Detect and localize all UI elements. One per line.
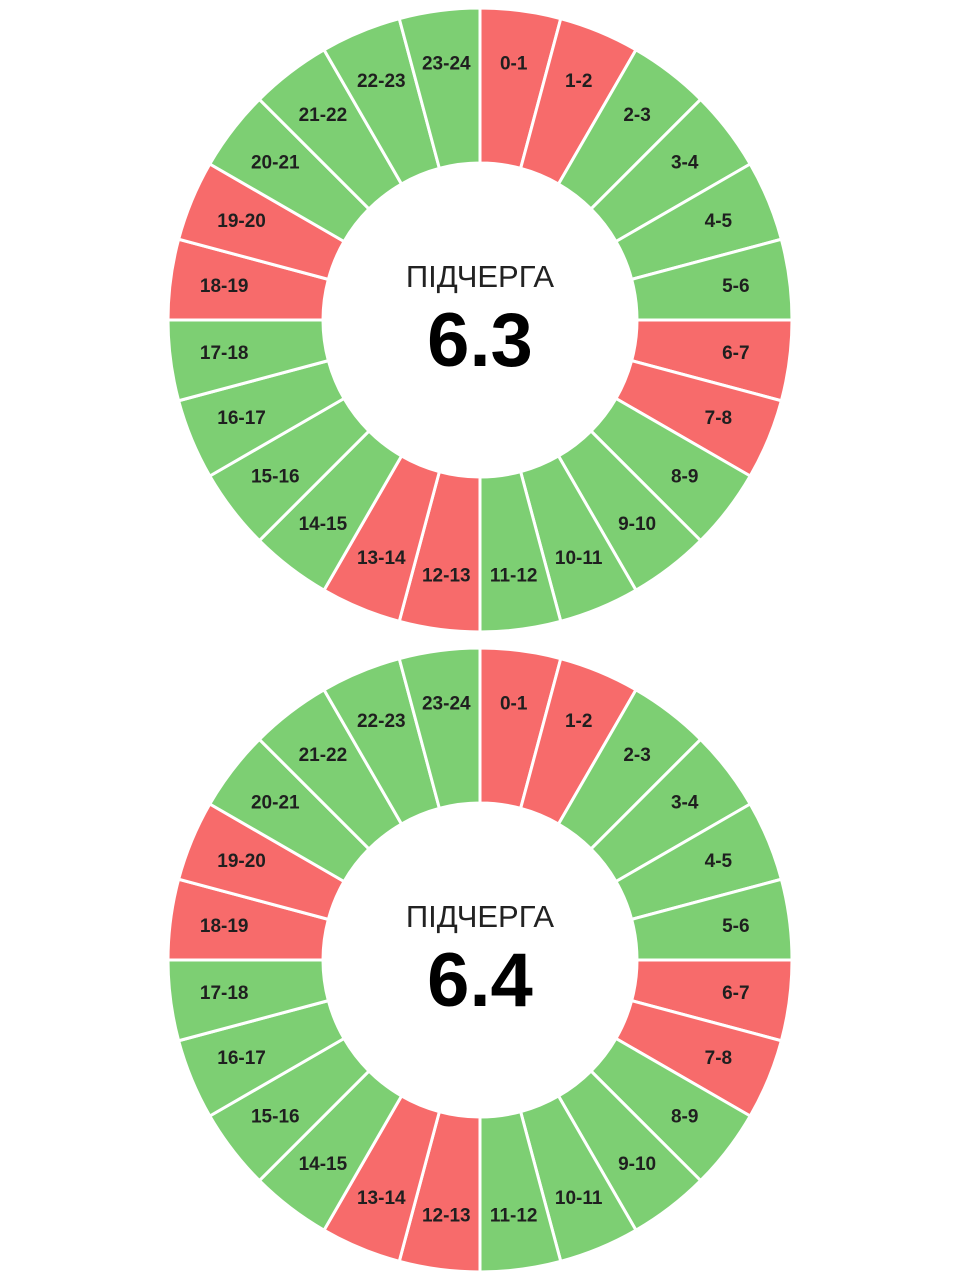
wheel-1-label-10-11: 10-11 bbox=[555, 548, 603, 569]
wheel-2-caption: ПІДЧЕРГА bbox=[406, 899, 555, 934]
wheel-1-label-4-5: 4-5 bbox=[705, 211, 733, 232]
wheel-2-label-11-12: 11-12 bbox=[490, 1205, 538, 1226]
wheel-2-label-1-2: 1-2 bbox=[565, 711, 592, 732]
wheel-1-caption: ПІДЧЕРГА bbox=[406, 259, 555, 294]
wheel-1-label-5-6: 5-6 bbox=[722, 276, 749, 297]
wheel-2-label-16-17: 16-17 bbox=[217, 1048, 266, 1069]
wheel-1-label-8-9: 8-9 bbox=[671, 467, 698, 488]
wheel-1-label-7-8: 7-8 bbox=[705, 408, 732, 429]
wheel-1-label-13-14: 13-14 bbox=[357, 548, 406, 569]
wheel-1-label-22-23: 22-23 bbox=[357, 71, 406, 92]
wheel-1-label-20-21: 20-21 bbox=[251, 152, 300, 173]
wheel-1-label-21-22: 21-22 bbox=[299, 105, 348, 126]
wheel-2-label-12-13: 12-13 bbox=[422, 1205, 471, 1226]
wheel-1-number: 6.3 bbox=[427, 298, 533, 383]
wheel-1-label-11-12: 11-12 bbox=[490, 565, 538, 586]
wheel-2-label-17-18: 17-18 bbox=[200, 983, 249, 1004]
wheel-2-label-10-11: 10-11 bbox=[555, 1188, 603, 1209]
wheel-2-segments bbox=[166, 646, 794, 1274]
wheel-2-labels: 0-1 1-2 2-3 3-4 4-5 5-6 6-7 7-8 8-9 9-10 10-11 11-1… bbox=[200, 694, 750, 1227]
wheel-2-label-5-6: 5-6 bbox=[722, 916, 749, 937]
wheel-2-label-15-16: 15-16 bbox=[251, 1107, 300, 1128]
wheel-1-label-3-4: 3-4 bbox=[671, 152, 699, 173]
wheel-1-label-1-2: 1-2 bbox=[565, 71, 592, 92]
wheel-2-label-19-20: 19-20 bbox=[217, 851, 266, 872]
wheel-2-label-6-7: 6-7 bbox=[722, 983, 749, 1004]
wheel-2-svg: 0-1 1-2 2-3 3-4 4-5 5-6 6-7 7-8 8-9 9-10 10-11 11-1… bbox=[166, 646, 794, 1274]
wheel-1-svg: 0-1 1-2 2-3 3-4 4-5 5-6 6-7 7-8 8-9 9-10 10-11 11-1… bbox=[166, 6, 794, 634]
wheel-2-label-4-5: 4-5 bbox=[705, 851, 733, 872]
wheel-1-label-17-18: 17-18 bbox=[200, 343, 249, 364]
wheel-1-label-16-17: 16-17 bbox=[217, 408, 266, 429]
wheel-1-label-15-16: 15-16 bbox=[251, 467, 300, 488]
wheel-2-label-7-8: 7-8 bbox=[705, 1048, 732, 1069]
wheel-1-label-23-24: 23-24 bbox=[422, 54, 471, 75]
wheel-2-label-8-9: 8-9 bbox=[671, 1107, 698, 1128]
schedule-wheel-2: 0-1 1-2 2-3 3-4 4-5 5-6 6-7 7-8 8-9 9-10 10-11 11-1… bbox=[160, 640, 800, 1280]
wheel-1-label-9-10: 9-10 bbox=[618, 514, 656, 535]
wheel-2-label-0-1: 0-1 bbox=[500, 694, 528, 715]
wheel-2-number: 6.4 bbox=[427, 938, 533, 1023]
schedule-wheel-1: 0-1 1-2 2-3 3-4 4-5 5-6 6-7 7-8 8-9 9-10 10-11 11-1… bbox=[160, 0, 800, 640]
wheel-2-label-14-15: 14-15 bbox=[299, 1154, 348, 1175]
wheel-2-label-3-4: 3-4 bbox=[671, 792, 699, 813]
wheel-2-label-13-14: 13-14 bbox=[357, 1188, 406, 1209]
wheel-2-label-9-10: 9-10 bbox=[618, 1154, 656, 1175]
wheel-1-label-14-15: 14-15 bbox=[299, 514, 348, 535]
wheel-2-label-21-22: 21-22 bbox=[299, 745, 348, 766]
wheel-2-label-20-21: 20-21 bbox=[251, 792, 300, 813]
wheel-2-label-2-3: 2-3 bbox=[623, 745, 650, 766]
wheel-1-label-2-3: 2-3 bbox=[623, 105, 650, 126]
wheel-1-segments bbox=[166, 6, 794, 634]
wheel-2-label-18-19: 18-19 bbox=[200, 916, 249, 937]
wheel-2-segment-23-24 bbox=[397, 646, 482, 811]
wheel-1-label-0-1: 0-1 bbox=[500, 54, 528, 75]
wheel-1-segment-23-24 bbox=[397, 6, 482, 171]
wheel-1-labels: 0-1 1-2 2-3 3-4 4-5 5-6 6-7 7-8 8-9 9-10 10-11 11-1… bbox=[200, 54, 750, 587]
wheel-1-label-6-7: 6-7 bbox=[722, 343, 749, 364]
wheel-1-label-19-20: 19-20 bbox=[217, 211, 266, 232]
wheel-1-label-18-19: 18-19 bbox=[200, 276, 249, 297]
wheel-2-label-23-24: 23-24 bbox=[422, 694, 471, 715]
wheel-2-label-22-23: 22-23 bbox=[357, 711, 406, 732]
wheel-1-label-12-13: 12-13 bbox=[422, 565, 471, 586]
